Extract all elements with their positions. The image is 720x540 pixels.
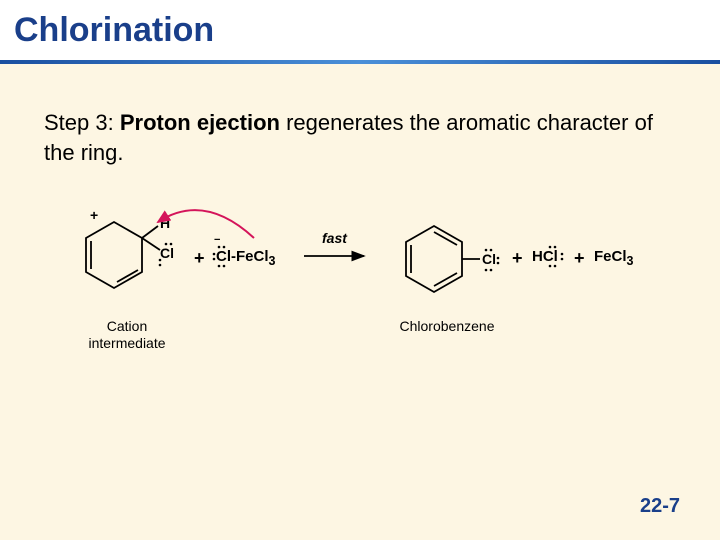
- cation-label-text: Cationintermediate: [88, 318, 165, 351]
- page-number: 22-7: [640, 495, 680, 518]
- plus-2: +: [512, 248, 523, 269]
- step-label: Step 3:: [44, 110, 120, 135]
- reaction-diagram: + H Cl + − Cl-FeCl3: [44, 200, 664, 360]
- step-bold: Proton ejection: [120, 110, 280, 135]
- title-bar: Chlorination: [0, 0, 720, 64]
- reagent-sub: 3: [269, 254, 276, 268]
- hcl: HCl: [532, 248, 558, 265]
- plus-1: +: [194, 248, 205, 269]
- reagent-clfecl3: − Cl-FeCl3: [216, 248, 275, 268]
- fecl3-sub: 3: [627, 254, 634, 268]
- plus-3: +: [574, 248, 585, 269]
- chlorobenzene-structure: Cl: [384, 208, 504, 318]
- cation-label: Cationintermediate: [72, 318, 182, 352]
- fecl3: FeCl3: [594, 248, 633, 268]
- fecl3-text: FeCl: [594, 248, 627, 265]
- svg-text:Cl: Cl: [482, 251, 496, 267]
- fast-label: fast: [322, 230, 347, 246]
- svg-text:+: +: [90, 207, 98, 223]
- product-label: Chlorobenzene: [392, 318, 502, 334]
- reaction-arrow: [302, 244, 372, 268]
- page-title: Chlorination: [14, 11, 214, 50]
- step-description: Step 3: Proton ejection regenerates the …: [44, 108, 660, 167]
